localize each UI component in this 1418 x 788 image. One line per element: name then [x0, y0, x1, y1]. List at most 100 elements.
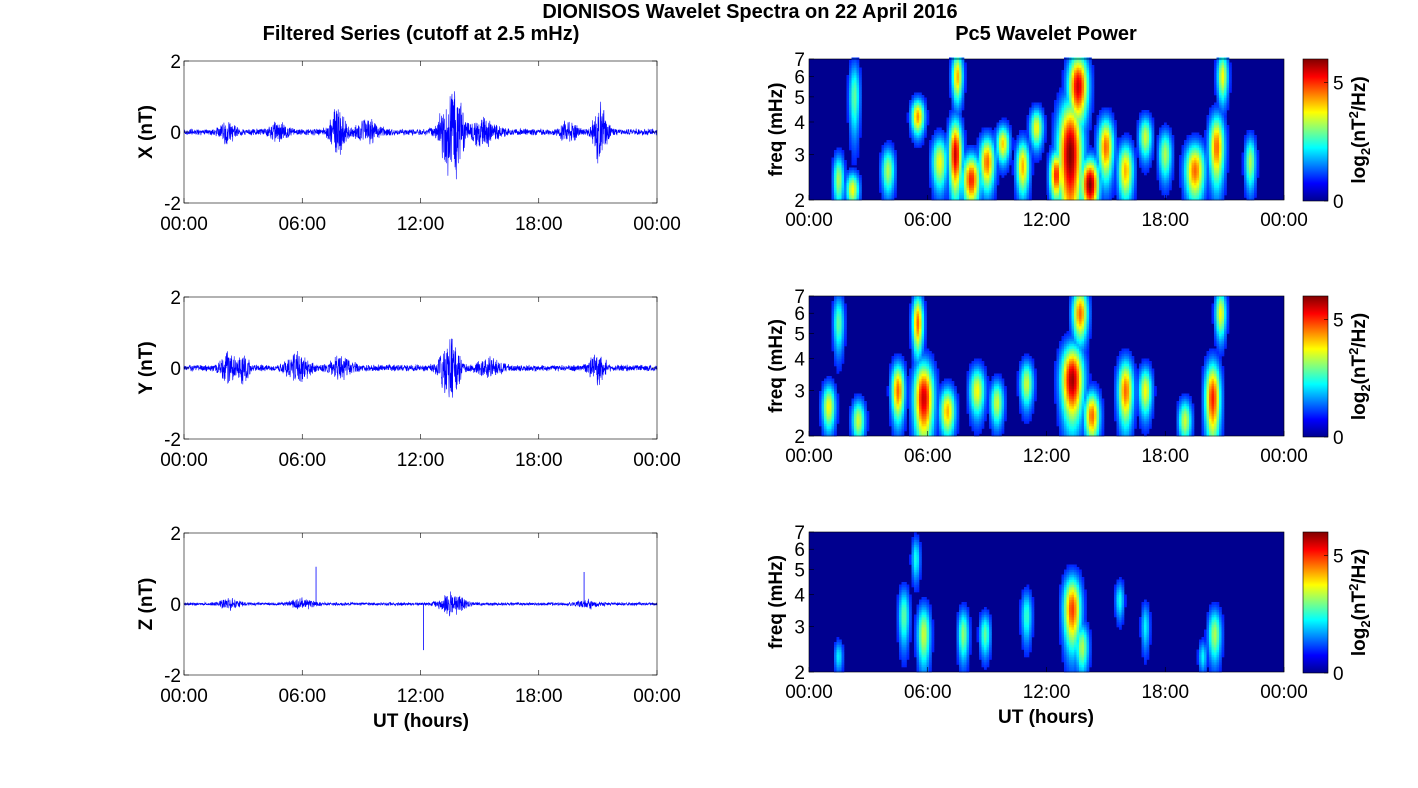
x-heatmap-cell: [1019, 170, 1022, 173]
x-heatmap-cell: [1066, 187, 1070, 191]
x-heatmap-cell: [1089, 150, 1092, 153]
x-heatmap-cell: [1226, 95, 1230, 98]
x-heatmap-cell: [964, 185, 967, 188]
x-heatmap-cell: [1019, 130, 1022, 133]
x-heatmap-cell: [951, 182, 955, 186]
x-heatmap-cell: [1089, 120, 1092, 123]
x-heatmap-cell: [1219, 70, 1222, 73]
x-heatmap-cell: [1064, 195, 1067, 198]
x-heatmap-cell: [1066, 70, 1070, 73]
x-heatmap-cell: [1004, 150, 1007, 153]
x-heatmap-cell: [1064, 167, 1067, 171]
x-heatmap-cell: [1214, 145, 1217, 148]
x-heatmap-cell: [1251, 155, 1255, 158]
x-heatmap-cell: [916, 107, 920, 111]
x-heatmap-cell: [1224, 62, 1227, 66]
y-heatmap-cell: [829, 431, 832, 434]
x-heatmap-cell: [1164, 185, 1167, 188]
x-heatmap-cell: [1211, 120, 1215, 123]
x-heatmap-cell: [1121, 157, 1125, 161]
x-heatmap-cell: [936, 165, 940, 168]
x-heatmap-cell: [836, 167, 840, 171]
x-heatmap-cell: [1124, 150, 1127, 153]
x-heatmap-cell: [979, 147, 982, 151]
y-heatmap-cell: [951, 433, 955, 437]
x-heatmap-cell: [914, 137, 917, 141]
x-heatmap-cell: [1066, 152, 1070, 156]
x-heatmap-cell: [1031, 125, 1035, 128]
x-heatmap-cell: [1084, 107, 1087, 111]
x-heatmap-cell: [1226, 165, 1230, 168]
x-heatmap-cell: [1111, 165, 1115, 168]
x-heatmap-cell: [1089, 82, 1092, 86]
x-heatmap-cell: [1064, 60, 1067, 63]
x-heatmap-cell: [1044, 132, 1047, 136]
x-heatmap-cell: [1084, 150, 1087, 153]
y-heatmap-cell: [834, 431, 837, 434]
x-heatmap-cell: [1084, 117, 1087, 121]
x-heatmap-cell: [1141, 130, 1145, 133]
x-heatmap-cell: [1089, 125, 1092, 128]
x-heatmap-cell: [956, 137, 960, 141]
x-heatmap-cell: [1059, 170, 1062, 173]
x-heatmap-cell: [951, 137, 955, 141]
x-heatmap-cell: [1059, 180, 1062, 183]
x-heatmap-cell: [1214, 175, 1217, 178]
x-heatmap-cell: [1149, 115, 1152, 118]
x-heatmap-cell: [836, 180, 840, 183]
x-heatmap-cell: [934, 150, 937, 153]
x-heatmap-cell: [1009, 140, 1012, 143]
x-heatmap-cell: [956, 92, 960, 96]
x-heatmap-cell: [1204, 182, 1207, 186]
x-heatmap-cell: [1109, 130, 1112, 133]
y-heatmap-cell: [1189, 431, 1192, 434]
x-heatmap-cell: [1126, 162, 1130, 166]
x-heatmap-cell: [1081, 62, 1085, 66]
x-heatmap-cell: [1214, 87, 1217, 91]
x-heatmap-cell: [934, 140, 937, 143]
x-heatmap-cell: [1126, 165, 1130, 168]
x-heatmap-cell: [1101, 197, 1105, 201]
y-heatmap-cell: [976, 431, 980, 434]
x-heatmap-cell: [961, 82, 965, 86]
x-heatmap-cell: [1164, 190, 1167, 193]
x-heatmap-cell: [1076, 62, 1080, 66]
x-heatmap-cell: [856, 100, 860, 103]
x-heatmap-cell: [1124, 165, 1127, 168]
x-heatmap-cell: [916, 137, 920, 141]
x-heatmap-cell: [1199, 165, 1202, 168]
x-heatmap-cell: [951, 157, 955, 161]
x-heatmap-cell: [1111, 130, 1115, 133]
x-heatmap-cell: [834, 160, 837, 163]
x-heatmap-cell: [854, 100, 857, 103]
x-heatmap-cell: [1211, 110, 1215, 113]
x-heatmap-cell: [1109, 170, 1112, 173]
x-heatmap-cell: [1034, 120, 1037, 123]
x-heatmap-cell: [966, 187, 970, 191]
x-heatmap-cell: [964, 87, 967, 91]
x-heatmap-cell: [1066, 72, 1070, 76]
x-heatmap-cell: [954, 162, 957, 166]
x-heatmap-cell: [1124, 177, 1127, 181]
x-heatmap-cell: [1181, 180, 1185, 183]
x-heatmap-cell: [1086, 185, 1090, 188]
x-heatmap-cell: [1064, 185, 1067, 188]
x-heatmap-cell: [1039, 145, 1042, 148]
x-heatmap-cell: [1211, 130, 1215, 133]
x-heatmap-cell: [854, 80, 857, 83]
x-heatmap-cell: [984, 130, 987, 133]
x-heatmap-cell: [949, 67, 952, 71]
x-heatmap-cell: [1051, 177, 1055, 181]
x-heatmap-cell: [994, 137, 997, 141]
x-heatmap-cell: [986, 130, 990, 133]
x-heatmap-cell: [1126, 197, 1130, 201]
x-heatmap-cell: [1221, 85, 1225, 88]
x-heatmap-cell: [996, 132, 1000, 136]
x-heatmap-cell: [1049, 157, 1052, 161]
x-heatmap-cell: [956, 150, 960, 153]
x-heatmap-cell: [934, 170, 937, 173]
x-heatmap-cell: [1129, 195, 1132, 198]
x-heatmap-cell: [1249, 180, 1252, 183]
x-heatmap-cell: [849, 95, 852, 98]
x-heatmap-cell: [1051, 187, 1055, 191]
